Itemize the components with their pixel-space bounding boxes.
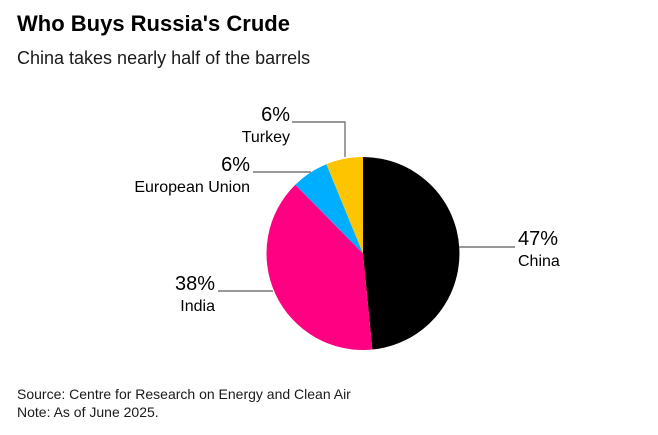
slice-label-china: 47% China	[518, 228, 560, 271]
chart-title: Who Buys Russia's Crude	[17, 11, 290, 36]
note-text: Note: As of June 2025.	[17, 404, 159, 420]
slice-percent-turkey: 6%	[261, 104, 290, 126]
pie-slice-european-union	[295, 164, 363, 254]
slice-label-turkey: 6% Turkey	[242, 104, 290, 147]
slice-name-china: China	[518, 253, 560, 270]
slice-percent-china: 47%	[518, 228, 559, 250]
slice-label-european-union: 6% European Union	[134, 154, 250, 197]
leader-line-turkey	[292, 121, 346, 157]
pie-slice-india	[266, 184, 373, 350]
slice-label-india: 38% India	[175, 273, 215, 316]
slice-name-india: India	[180, 298, 215, 315]
chart-subtitle: China takes nearly half of the barrels	[17, 48, 311, 68]
pie-slice-china	[363, 157, 460, 350]
slice-name-turkey: Turkey	[241, 129, 290, 146]
source-text: Source: Centre for Research on Energy an…	[17, 386, 351, 402]
slice-name-european-union: European Union	[134, 179, 250, 196]
pie-slice-turkey	[326, 157, 363, 254]
chart-footnotes: Source: Centre for Research on Energy an…	[17, 385, 351, 421]
pie-slices-group	[266, 157, 460, 350]
slice-percent-european-union: 6%	[221, 154, 250, 176]
slice-percent-india: 38%	[174, 273, 215, 295]
